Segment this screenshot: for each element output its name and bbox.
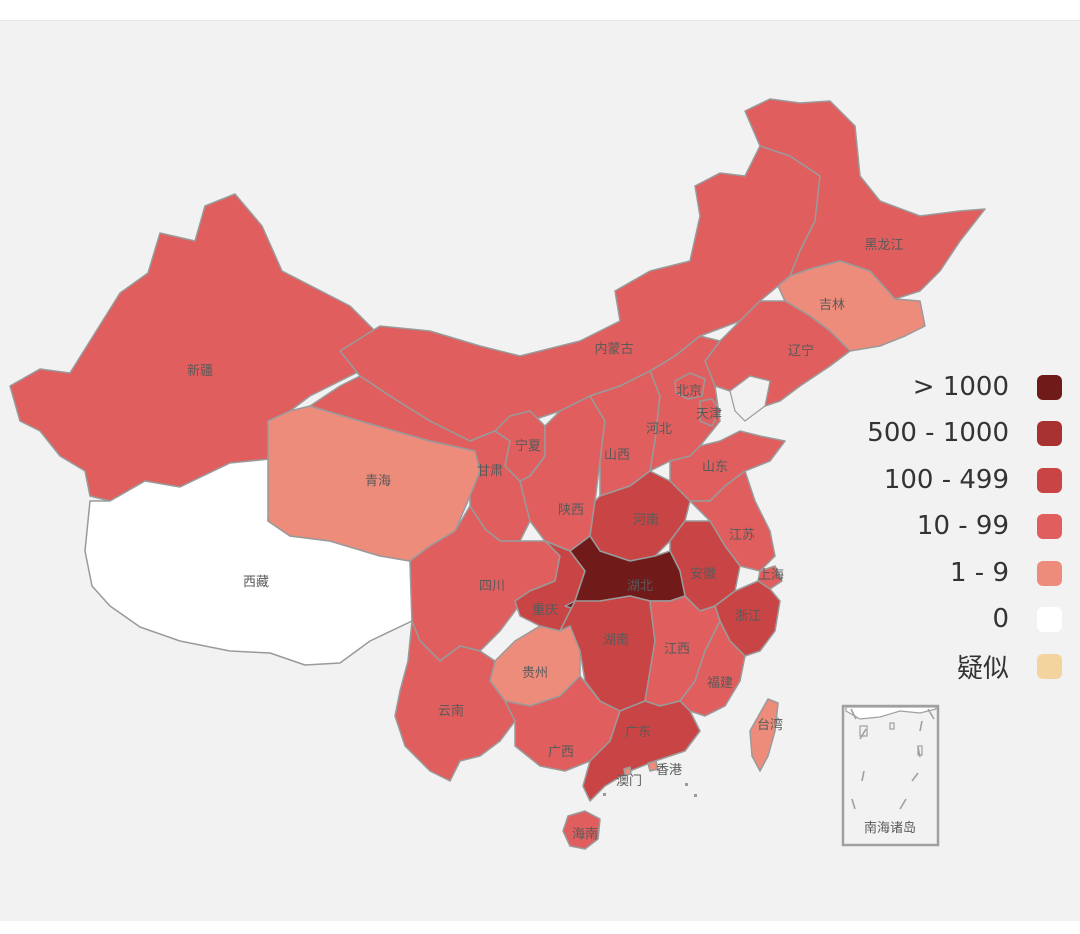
label-fujian: 福建: [707, 676, 733, 691]
label-ningxia: 宁夏: [515, 438, 541, 454]
province-macau[interactable]: [623, 766, 632, 776]
legend-item: 0: [992, 599, 1062, 639]
legend-item: > 1000: [913, 367, 1062, 407]
bohai-sea: [729, 375, 771, 422]
legend-swatch: [1037, 653, 1062, 679]
legend-item: 10 - 99: [917, 506, 1062, 546]
label-hubei: 湖北: [627, 579, 653, 594]
label-hebei: 河北: [646, 422, 672, 437]
label-beijing: 北京: [676, 384, 702, 399]
label-hainan: 海南: [572, 826, 598, 842]
province-hebei[interactable]: [649, 335, 721, 472]
legend-swatch: [1037, 606, 1062, 632]
province-labels: 新疆 西藏 青海 甘肃 内蒙古 黑龙江 吉林 辽宁 北京 天津 河北 宁夏 山西…: [187, 238, 904, 842]
label-zhejiang: 浙江: [735, 609, 761, 624]
province-yunnan[interactable]: [394, 620, 516, 782]
legend-label: 0: [992, 604, 1009, 634]
label-jiangsu: 江苏: [729, 527, 755, 543]
china-map: 新疆 西藏 青海 甘肃 内蒙古 黑龙江 吉林 辽宁 北京 天津 河北 宁夏 山西…: [9, 98, 986, 850]
legend-swatch: [1037, 467, 1062, 493]
province-hongkong[interactable]: [647, 760, 659, 772]
province-fujian[interactable]: [679, 620, 746, 717]
legend-label: 10 - 99: [916, 511, 1009, 541]
legend-swatch: [1037, 560, 1062, 586]
label-sichuan: 四川: [479, 579, 505, 594]
legend-item: 疑似: [957, 646, 1062, 686]
legend-label: 500 - 1000: [867, 418, 1009, 448]
inset-islands: [859, 722, 923, 756]
legend-swatch: [1037, 420, 1062, 446]
label-shaanxi: 陕西: [558, 503, 584, 518]
south-china-sea-inset: 南海诸岛: [841, 704, 940, 847]
label-tibet: 西藏: [243, 575, 269, 590]
legend-swatch: [1037, 513, 1062, 539]
label-jilin: 吉林: [819, 298, 845, 313]
legend-label: 100 - 499: [883, 465, 1009, 495]
map-panel: 新疆 西藏 青海 甘肃 内蒙古 黑龙江 吉林 辽宁 北京 天津 河北 宁夏 山西…: [0, 20, 1080, 921]
label-tianjin: 天津: [696, 407, 722, 422]
label-guangdong: 广东: [625, 725, 651, 740]
legend-item: 1 - 9: [950, 553, 1062, 593]
legend-item: 100 - 499: [884, 460, 1062, 500]
label-chongqing: 重庆: [532, 602, 558, 618]
province-tianjin[interactable]: [699, 398, 721, 427]
label-taiwan: 台湾: [757, 717, 783, 733]
label-gansu: 甘肃: [477, 464, 503, 479]
label-guangxi: 广西: [548, 745, 574, 760]
label-shanxi: 山西: [604, 448, 630, 463]
label-hunan: 湖南: [603, 632, 629, 648]
label-xinjiang: 新疆: [187, 363, 213, 379]
legend-label: 疑似: [956, 653, 1009, 684]
label-henan: 河南: [633, 512, 659, 528]
legend-label: > 1000: [912, 372, 1009, 402]
province-beijing[interactable]: [674, 372, 706, 400]
label-shanghai: 上海: [758, 568, 784, 583]
coastal-islands: [603, 783, 697, 797]
label-guizhou: 贵州: [522, 666, 548, 681]
label-jiangxi: 江西: [664, 642, 690, 657]
province-tibet[interactable]: [84, 458, 413, 666]
province-hainan[interactable]: [562, 810, 601, 850]
legend-label: 1 - 9: [950, 558, 1009, 588]
label-yunnan: 云南: [438, 703, 464, 719]
legend-swatch: [1037, 374, 1062, 400]
label-anhui: 安徽: [690, 567, 716, 582]
label-neimenggu: 内蒙古: [594, 341, 633, 357]
legend-item: 500 - 1000: [867, 413, 1062, 453]
label-liaoning: 辽宁: [788, 343, 814, 359]
label-heilongjiang: 黑龙江: [864, 238, 903, 253]
label-hongkong: 香港: [656, 763, 682, 778]
province-shanghai[interactable]: [757, 565, 783, 590]
province-taiwan[interactable]: [749, 698, 779, 772]
label-qinghai: 青海: [365, 474, 391, 489]
province-heilongjiang[interactable]: [744, 98, 986, 300]
label-macau: 澳门: [616, 773, 642, 789]
inset-label: 南海诸岛: [864, 820, 916, 836]
inset-coast: [845, 706, 937, 720]
label-shandong: 山东: [702, 460, 728, 475]
